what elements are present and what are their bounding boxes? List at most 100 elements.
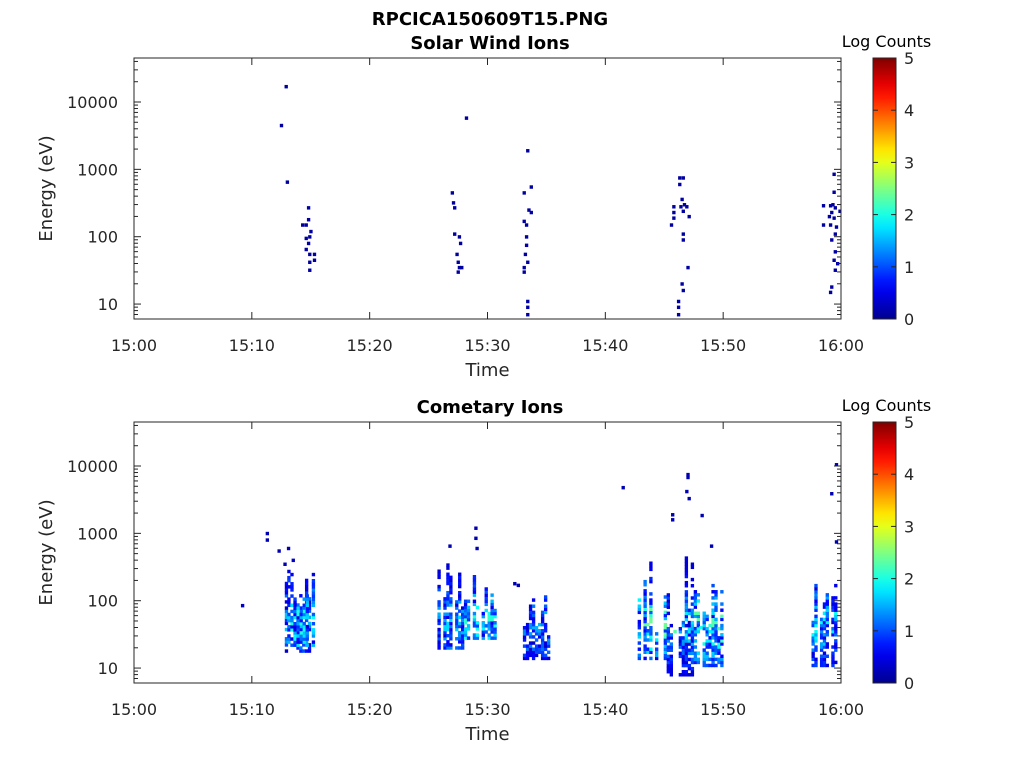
- data-cell: [649, 613, 653, 618]
- data-cell: [460, 643, 465, 647]
- data-cell: [302, 640, 306, 644]
- data-cell: [643, 629, 647, 633]
- data-cell: [446, 581, 450, 586]
- data-cell: [663, 647, 668, 651]
- data-cell: [693, 651, 698, 655]
- data-cell: [637, 610, 642, 615]
- data-cell: [284, 618, 289, 623]
- data-cell: [481, 621, 485, 625]
- data-cell: [690, 630, 695, 634]
- data-cell: [481, 627, 485, 631]
- data-cell: [822, 663, 827, 668]
- data-cell: [825, 645, 829, 649]
- data-cell: [681, 636, 686, 640]
- data-cell: [649, 564, 653, 569]
- data-cell: [493, 627, 497, 631]
- data-cell: [460, 615, 465, 620]
- data-cell: [834, 623, 838, 628]
- data-cell: [475, 627, 480, 631]
- data-point: [682, 203, 687, 207]
- data-cell: [825, 596, 829, 600]
- data-cell: [296, 640, 300, 644]
- data-cell: [831, 657, 835, 662]
- data-cell: [663, 635, 668, 639]
- data-cell: [311, 643, 316, 647]
- data-cell: [528, 650, 533, 655]
- data-cell: [684, 580, 689, 585]
- data-cell: [296, 646, 300, 650]
- data-cell: [693, 593, 698, 597]
- data-cell: [305, 612, 309, 617]
- data-cell: [705, 633, 709, 637]
- data-cell: [296, 643, 300, 647]
- data-point: [830, 492, 834, 496]
- data-cell: [449, 587, 453, 592]
- data-cell: [543, 644, 548, 648]
- data-cell: [684, 630, 689, 634]
- data-cell: [463, 608, 468, 613]
- data-cell: [649, 638, 653, 642]
- data-cell: [663, 632, 668, 636]
- data-cell: [819, 660, 824, 665]
- data-cell: [831, 629, 835, 634]
- data-cell: [296, 621, 300, 626]
- data-cell: [475, 633, 480, 637]
- data-cell: [681, 620, 686, 625]
- data-point: [308, 268, 312, 272]
- data-cell: [525, 622, 530, 627]
- y-tick-label: 100: [87, 228, 118, 247]
- data-cell: [458, 594, 462, 598]
- data-cell: [663, 622, 668, 627]
- data-cell: [822, 633, 827, 637]
- x-tick-label: 15:10: [229, 700, 275, 719]
- data-point: [832, 190, 836, 194]
- data-cell: [669, 669, 673, 674]
- data-cell: [687, 623, 692, 628]
- data-point: [526, 149, 530, 153]
- data-cell: [687, 673, 692, 677]
- data-cell: [299, 615, 303, 620]
- data-cell: [437, 572, 441, 577]
- data-cell: [525, 632, 530, 636]
- data-cell: [458, 590, 462, 595]
- data-cell: [525, 653, 530, 658]
- data-cell: [666, 626, 670, 631]
- data-cell: [455, 624, 459, 629]
- data-cell: [822, 657, 827, 662]
- data-cell: [522, 653, 527, 658]
- data-cell: [299, 646, 303, 650]
- data-point: [680, 197, 684, 202]
- data-cell: [458, 609, 462, 613]
- data-cell: [484, 587, 488, 591]
- data-cell: [522, 635, 527, 639]
- data-cell: [637, 635, 642, 639]
- data-cell: [714, 593, 718, 597]
- data-cell: [490, 614, 494, 619]
- data-cell: [684, 636, 689, 640]
- data-cell: [814, 648, 818, 652]
- data-cell: [684, 663, 689, 668]
- data-cell: [458, 633, 462, 638]
- data-cell: [643, 635, 647, 639]
- data-cell: [678, 645, 683, 649]
- data-cell: [711, 633, 715, 637]
- data-cell: [643, 582, 647, 587]
- data-cell: [825, 642, 829, 646]
- data-cell: [437, 637, 441, 641]
- data-cell: [443, 600, 447, 604]
- data-cell: [472, 584, 477, 588]
- data-cell: [307, 649, 312, 653]
- y-axis: 10 100 1000 10000: [67, 424, 841, 684]
- data-cell: [296, 606, 300, 611]
- data-cell: [290, 572, 294, 577]
- data-cell: [678, 654, 683, 659]
- data-cell: [537, 650, 542, 655]
- data-cell: [714, 639, 718, 643]
- data-point: [306, 206, 311, 210]
- data-cell: [714, 633, 718, 637]
- data-cell: [302, 609, 306, 614]
- data-cell: [287, 640, 291, 644]
- data-cell: [284, 590, 289, 595]
- data-cell: [702, 611, 706, 616]
- data-cell: [819, 648, 824, 652]
